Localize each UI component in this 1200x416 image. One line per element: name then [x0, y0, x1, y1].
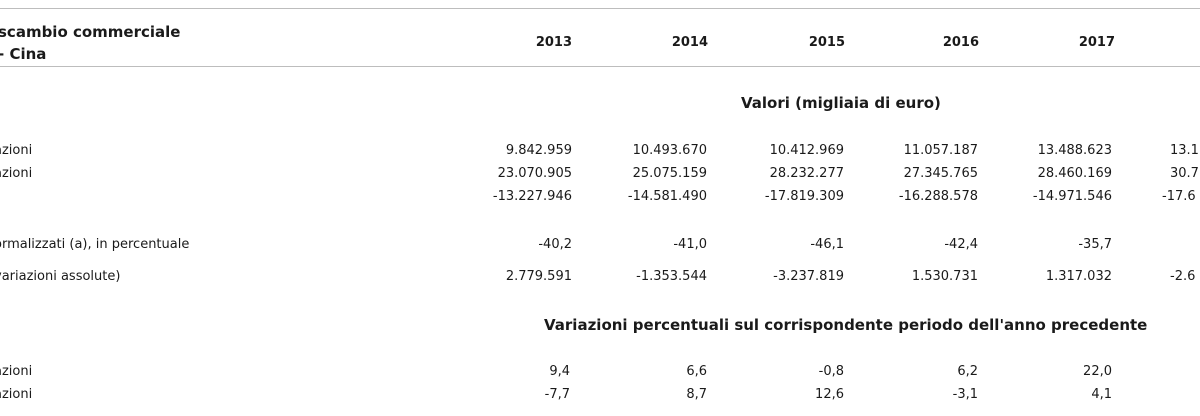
table-cell: -40,2 — [538, 237, 572, 252]
table-cell: 13.488.623 — [1037, 143, 1112, 158]
row-label: azioni — [0, 143, 33, 158]
table-cell: 4,1 — [1091, 387, 1112, 402]
table-cell: 1.317.032 — [1045, 269, 1112, 284]
table-cell: -1.353.544 — [636, 269, 707, 284]
table-cell: 27.345.765 — [903, 166, 978, 181]
row-label: azioni — [0, 166, 33, 181]
table-cell: -3,1 — [952, 387, 978, 402]
table-cell: -13.227.946 — [492, 189, 572, 204]
table-cell: 10.412.969 — [769, 143, 844, 158]
table-cell: 1.530.731 — [911, 269, 978, 284]
year-header-2016: 2016 — [942, 35, 979, 50]
table-cell: 9,4 — [549, 364, 570, 379]
table-cell: -17.819.309 — [764, 189, 844, 204]
row-label: variazioni assolute) — [0, 269, 121, 284]
table-cell: -3.237.819 — [773, 269, 844, 284]
table-title: scambio commerciale - Cina — [0, 21, 180, 65]
section-title-changes: Variazioni percentuali sul corrispondent… — [544, 316, 1148, 334]
table-cell: -0,8 — [818, 364, 844, 379]
table-cell-clipped: 30.7 — [1170, 166, 1199, 181]
table-cell: -41,0 — [673, 237, 707, 252]
table-cell: 12,6 — [815, 387, 844, 402]
table-cell: 9.842.959 — [505, 143, 572, 158]
table-title-line1: scambio commerciale — [0, 23, 181, 41]
table-cell: 28.232.277 — [769, 166, 844, 181]
section-title-values: Valori (migliaia di euro) — [741, 94, 941, 112]
table-cell: -14.971.546 — [1032, 189, 1112, 204]
table-cell-clipped: 13.1 — [1170, 143, 1199, 158]
header-rule — [0, 66, 1200, 67]
table-cell: 28.460.169 — [1037, 166, 1112, 181]
table-cell: 6,6 — [686, 364, 707, 379]
table-cell: 25.075.159 — [632, 166, 707, 181]
table-cell-clipped: -17.6 — [1162, 189, 1196, 204]
table-cell: 10.493.670 — [632, 143, 707, 158]
row-label: azioni — [0, 364, 33, 379]
table-cell: 22,0 — [1083, 364, 1112, 379]
table-cell: -42,4 — [944, 237, 978, 252]
table-cell: -14.581.490 — [627, 189, 707, 204]
year-header-2013: 2013 — [535, 35, 572, 50]
top-rule — [0, 8, 1200, 9]
table-cell-clipped: -2.6 — [1170, 269, 1196, 284]
table-cell: 6,2 — [957, 364, 978, 379]
table-cell: -7,7 — [544, 387, 570, 402]
row-label: ormalizzati (a), in percentuale — [0, 237, 190, 252]
row-label: azioni — [0, 387, 33, 402]
table-title-line2: - Cina — [0, 45, 47, 63]
table-cell: -35,7 — [1078, 237, 1112, 252]
table-cell: 8,7 — [686, 387, 707, 402]
table-cell: 11.057.187 — [903, 143, 978, 158]
year-header-2014: 2014 — [671, 35, 708, 50]
year-header-2017: 2017 — [1078, 35, 1115, 50]
table-cell: -46,1 — [810, 237, 844, 252]
table-cell: 23.070.905 — [497, 166, 572, 181]
year-header-2015: 2015 — [808, 35, 845, 50]
table-cell: 2.779.591 — [505, 269, 572, 284]
table-cell: -16.288.578 — [898, 189, 978, 204]
